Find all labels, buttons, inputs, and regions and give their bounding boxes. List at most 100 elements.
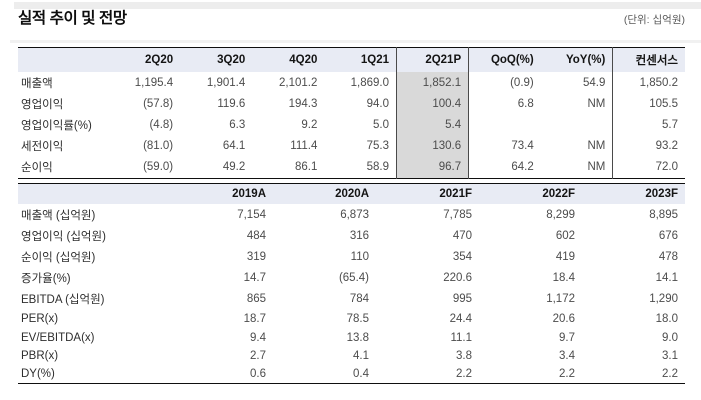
table-row: PER(x) 18.7 78.5 24.4 20.6 18.0 [18,310,685,328]
cell-value: 58.9 [366,161,389,174]
cell-value: 96.7 [395,156,470,179]
cell-value: NM [587,140,606,153]
cell-value: 1,850.2 [612,72,685,94]
quarterly-results-table: 2Q20 3Q20 4Q20 1Q21 2Q21P QoQ(%) YoY(%) 컨센서스 매출… [18,47,685,179]
row-label: 매출액 (십억원) [21,209,96,222]
cell-value: 2,101.2 [279,76,318,89]
cell-value: 995 [452,293,472,306]
column-header: 2022F [479,183,582,204]
cell-value: 5.0 [373,118,389,131]
table-row: 매출액 (십억원) 7,154 6,873 7,785 8,299 8,895 [18,204,685,225]
cell-value: 0.6 [250,368,266,381]
cell-value: (81.0) [143,140,174,153]
cell-value: 73.4 [511,140,534,153]
cell-value: 18.7 [243,313,266,326]
row-label: PBR(x) [21,349,59,362]
row-label-header [18,47,108,72]
cell-value: 602 [555,229,575,242]
table-row: EBITDA (십억원) 865 784 995 1,172 1,290 [18,289,685,310]
row-label: 증가율(%) [21,273,71,286]
cell-value: 6,873 [340,208,369,221]
column-header: 1Q21 [324,47,397,72]
cell-value: 54.9 [582,76,606,89]
cell-value: 9.2 [301,118,318,131]
cell-value: 676 [658,229,678,242]
column-header: QoQ(%) [468,47,541,72]
cell-value: 220.6 [443,272,472,285]
cell-value: 419 [555,250,575,263]
row-label: 순이익 (십억원) [21,251,96,264]
cell-value: 20.6 [552,313,575,326]
row-label: EV/EBITDA(x) [21,331,95,344]
cell-value: 2.2 [559,368,575,381]
cell-value: 6.8 [517,97,534,110]
column-header: YoY(%) [540,47,613,72]
cell-value: 64.1 [222,140,246,153]
row-label: 영업이익 [21,98,64,111]
row-label-header [18,183,170,204]
cell-value: 1,869.0 [350,76,389,89]
cell-value: 478 [658,250,678,263]
cell-value: 13.8 [346,331,369,344]
row-label: EBITDA (십억원) [21,294,105,307]
table-row: DY(%) 0.6 0.4 2.2 2.2 2.2 [18,365,685,384]
cell-value: 7,785 [443,208,472,221]
cell-value: 94.0 [366,97,389,110]
title-bar: 실적 추이 및 전망 (단위: 십억원) [18,6,685,28]
row-label: DY(%) [21,368,55,381]
cropped-content-strip-top [14,2,701,9]
cell-value: 1,172 [546,293,575,306]
cell-value: 1,290 [649,293,678,306]
cell-value: 2.2 [456,368,472,381]
cell-value: 3.4 [559,349,575,362]
column-header: 4Q20 [252,47,325,72]
cell-value: 354 [452,250,472,263]
table-row: 영업이익 (57.8) 119.6 194.3 94.0 100.4 6.8 NM 105.5 [18,93,685,115]
table-row: 순이익 (59.0) 49.2 86.1 58.9 96.7 64.2 NM 72.0 [18,156,685,179]
cell-value: 865 [246,293,266,306]
table-row: EV/EBITDA(x) 9.4 13.8 11.1 9.7 9.0 [18,328,685,346]
column-header: 3Q20 [180,47,253,72]
row-label: 매출액 [21,77,53,90]
cell-value: NM [587,97,606,110]
cell-value: 9.4 [250,331,266,344]
cell-value: 100.4 [395,93,470,115]
table-row: PBR(x) 2.7 4.1 3.8 3.4 3.1 [18,347,685,365]
column-header: 컨센서스 [612,47,685,72]
cropped-content-strip-mid [10,40,701,43]
cell-value: 3.1 [662,349,678,362]
row-label: 영업이익률(%) [21,119,92,132]
unit-label: (단위: 십억원) [623,14,685,26]
cell-value: 8,299 [546,208,575,221]
column-header: 2019A [170,183,273,204]
cell-value: (65.4) [338,272,369,285]
table-row: 세전이익 (81.0) 64.1 111.4 75.3 130.6 73.4 NM 93.2 [18,135,685,157]
cell-value: 9.7 [559,331,575,344]
cell-value: 130.6 [395,135,470,157]
cell-value: 78.5 [346,313,369,326]
cell-value: 5.7 [612,114,685,136]
cell-value: 7,154 [237,208,266,221]
cell-value: NM [587,161,606,174]
cell-value: 110 [350,250,369,263]
cell-value: 9.0 [662,331,678,344]
cell-value: 64.2 [511,161,534,174]
cell-value: 3.8 [456,349,472,362]
cell-value: 24.4 [449,313,472,326]
table-row: 영업이익 (십억원) 484 316 470 602 676 [18,225,685,246]
cell-value: 75.3 [366,140,389,153]
table-row: 영업이익률(%) (4.8) 6.3 9.2 5.0 5.4 5.7 [18,114,685,136]
column-header: 2021F [376,183,479,204]
cell-value: 8,895 [649,208,678,221]
cell-value: 18.4 [552,272,575,285]
cell-value: 0.4 [353,368,369,381]
row-label: 세전이익 [21,141,64,154]
cell-value: 316 [349,229,369,242]
cell-value: 484 [246,229,266,242]
cell-value: 119.6 [217,97,246,110]
column-header: 2Q21P [395,47,470,72]
cell-value: 6.3 [229,118,246,131]
cell-value: 194.3 [288,97,318,110]
cell-value: 18.0 [655,313,678,326]
